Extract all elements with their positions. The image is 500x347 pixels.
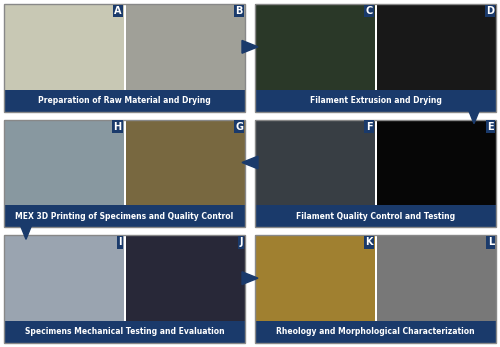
Bar (4, 120, 245, 227)
Bar (255, 120, 496, 227)
Bar (124, 235, 126, 321)
Bar (255, 235, 374, 321)
Polygon shape (20, 223, 32, 239)
Bar (4, 235, 245, 343)
Bar (126, 235, 245, 321)
Bar (4, 4, 124, 90)
Bar (255, 205, 496, 227)
Polygon shape (242, 41, 258, 53)
Text: E: E (488, 122, 494, 132)
Text: A: A (114, 6, 122, 16)
Bar (126, 120, 245, 205)
Bar (374, 235, 376, 321)
Text: L: L (488, 237, 494, 247)
Text: I: I (118, 237, 122, 247)
Bar (255, 120, 374, 205)
Text: D: D (486, 6, 494, 16)
Polygon shape (468, 108, 480, 124)
Text: K: K (365, 237, 372, 247)
Text: H: H (114, 122, 122, 132)
Text: B: B (236, 6, 243, 16)
Bar (255, 4, 496, 112)
Text: Specimens Mechanical Testing and Evaluation: Specimens Mechanical Testing and Evaluat… (24, 328, 224, 337)
Text: G: G (235, 122, 243, 132)
Text: C: C (365, 6, 372, 16)
Bar (255, 321, 496, 343)
Polygon shape (242, 272, 258, 285)
Bar (255, 90, 496, 112)
Bar (126, 4, 245, 90)
Bar (376, 120, 496, 205)
Bar (374, 4, 376, 90)
Bar (4, 4, 245, 112)
Bar (374, 120, 376, 205)
Bar (255, 4, 374, 90)
Bar (376, 235, 496, 321)
Polygon shape (242, 156, 258, 169)
Bar (4, 205, 245, 227)
Text: Filament Extrusion and Drying: Filament Extrusion and Drying (310, 96, 442, 105)
Text: Filament Quality Control and Testing: Filament Quality Control and Testing (296, 212, 455, 221)
Bar (124, 4, 126, 90)
Bar (4, 120, 124, 205)
Text: Rheology and Morphological Characterization: Rheology and Morphological Characterizat… (276, 328, 475, 337)
Bar (4, 235, 124, 321)
Text: Preparation of Raw Material and Drying: Preparation of Raw Material and Drying (38, 96, 211, 105)
Bar (4, 321, 245, 343)
Bar (124, 120, 126, 205)
Bar (4, 90, 245, 112)
Bar (255, 235, 496, 343)
Text: J: J (240, 237, 243, 247)
Text: MEX 3D Printing of Specimens and Quality Control: MEX 3D Printing of Specimens and Quality… (16, 212, 234, 221)
Text: F: F (366, 122, 372, 132)
Bar (376, 4, 496, 90)
